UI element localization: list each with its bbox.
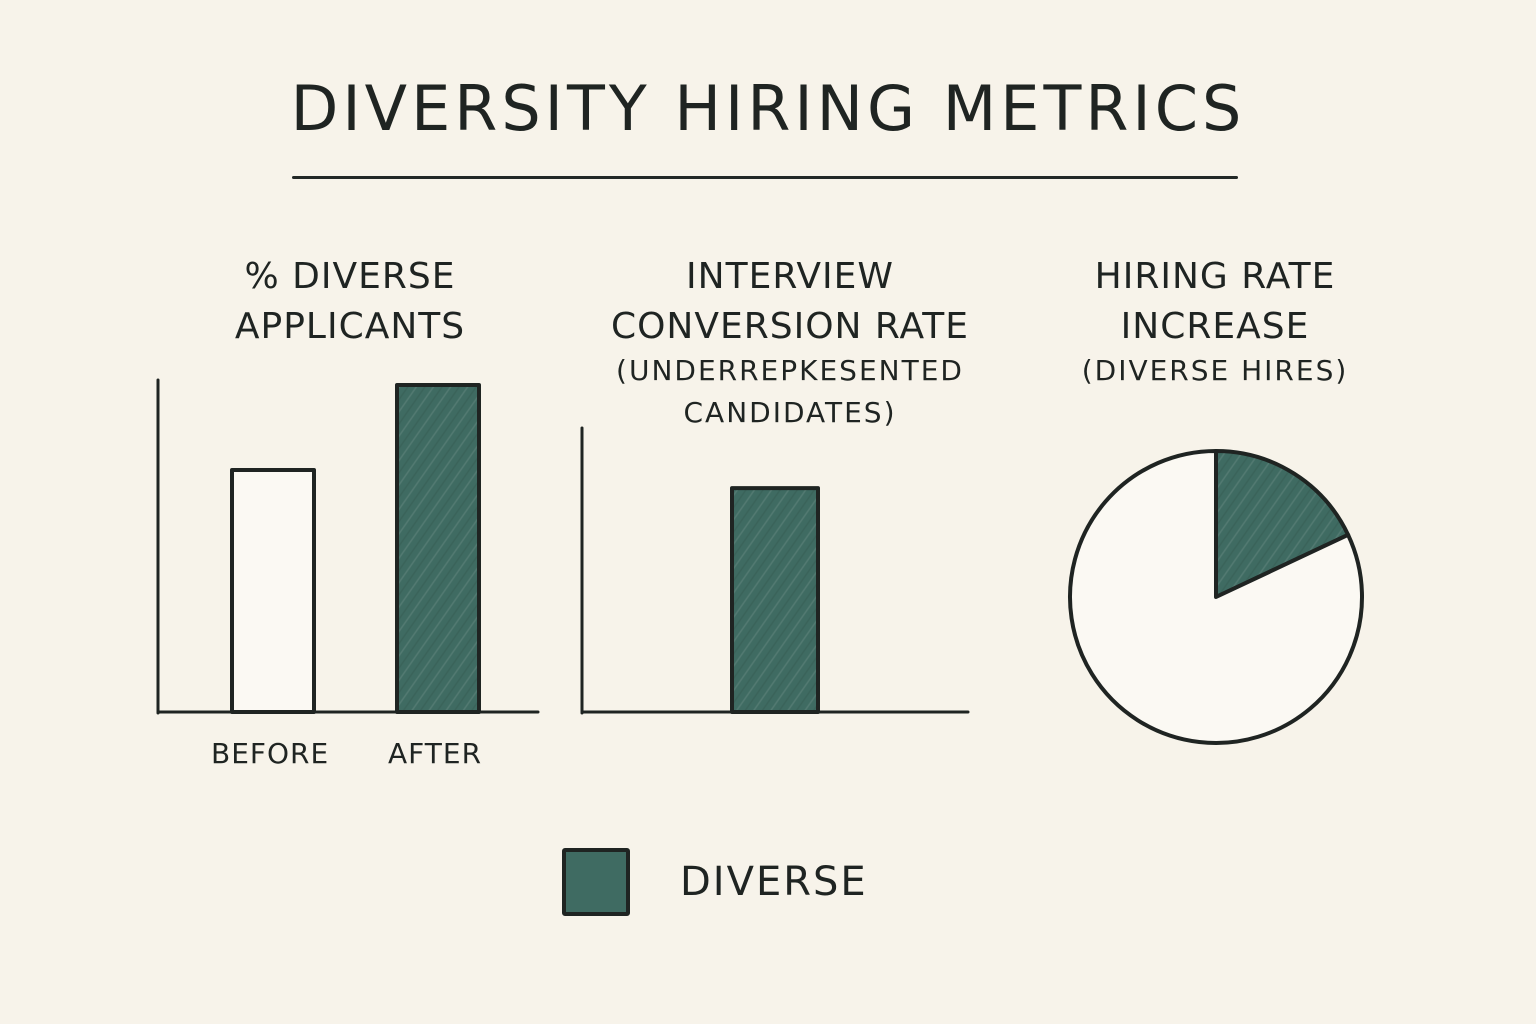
chart-3-pie [1068,449,1364,745]
chart-3-title-line-1: HIRING RATE [1094,256,1336,297]
page-title: DIVERSITY HIRING METRICS [290,72,1246,145]
legend-label-diverse: DIVERSE [680,859,868,905]
chart-1-bar-before [230,468,316,714]
chart-1-bars [230,383,481,714]
chart-1-title: % DIVERSE APPLICANTS [130,252,570,352]
chart-3-pie-slice-diverse [1214,449,1351,599]
chart-1-bar-after [395,383,481,714]
chart-1-title-line-2: APPLICANTS [234,306,466,347]
chart-3-pie-slice-other [1068,449,1364,745]
chart-2-subtitle: (UNDERREPKESENTED CANDIDATES) [560,350,1020,434]
chart-3-subtitle-line-1: (DIVERSE HIRES) [1081,354,1349,387]
chart-1-tick-label-after: AFTER [388,737,483,770]
chart-3-title: HIRING RATE INCREASE [1000,252,1430,352]
chart-3-subtitle: (DIVERSE HIRES) [1000,350,1430,392]
chart-2-title-line-1: INTERVIEW [686,256,894,297]
chart-1-tick-label-before: BEFORE [211,737,330,770]
title-underline [292,176,1238,179]
legend-swatch-diverse [562,848,630,916]
chart-2-bar-bar-1 [730,486,820,715]
chart-1-title-line-1: % DIVERSE [244,256,456,297]
chart-2-title-line-2: CONVERSION RATE [610,306,970,347]
chart-2-subtitle-line-1: (UNDERREPKESENTED [616,354,964,387]
chart-2-title: INTERVIEW CONVERSION RATE [560,252,1020,352]
chart-2-subtitle-line-2: CANDIDATES) [683,396,897,429]
chart-3-title-line-2: INCREASE [1120,306,1310,347]
chart-2-bars [730,486,820,715]
